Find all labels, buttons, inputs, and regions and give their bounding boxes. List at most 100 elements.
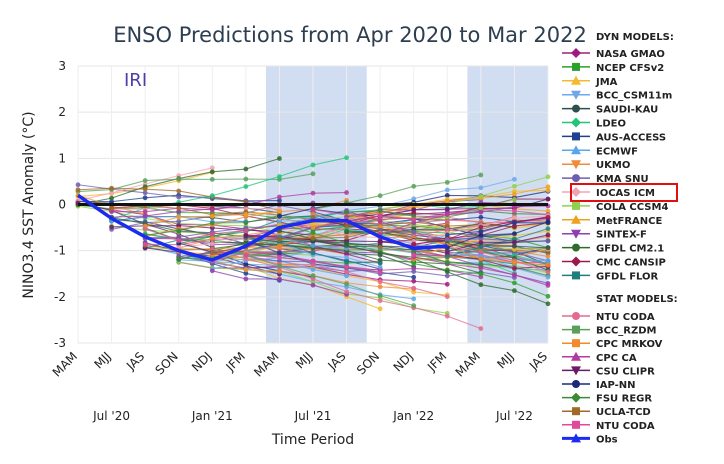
forecast-point [243, 228, 249, 233]
forecast-line [379, 205, 549, 235]
legend-marker [572, 339, 580, 348]
season-tick-label: JFM [424, 349, 449, 374]
legend-marker [571, 433, 581, 443]
legend-item-label: CMC CANSIP [596, 258, 666, 269]
forecast-point [209, 176, 215, 182]
forecast-point [444, 212, 450, 218]
forecast-point [512, 208, 517, 214]
month-tick-label: Jul '22 [495, 409, 533, 423]
forecast-point [310, 282, 316, 288]
forecast-point [478, 205, 484, 211]
forecast-point [277, 174, 282, 179]
forecast-point [512, 220, 517, 226]
forecast-point [142, 195, 148, 201]
forecast-line [380, 222, 549, 243]
legend-marker [572, 104, 580, 113]
forecast-point [478, 249, 484, 255]
forecast-point [176, 188, 182, 194]
forecast-point [109, 190, 114, 196]
season-tick-label: MAM [251, 349, 281, 379]
forecast-point [243, 166, 249, 172]
forecast-point [109, 224, 114, 230]
forecast-point [209, 246, 215, 252]
legend-marker [571, 187, 581, 197]
forecast-point [444, 313, 450, 319]
forecast-point [512, 239, 517, 245]
season-tick-label: MAM [50, 349, 80, 379]
forecast-point [243, 252, 249, 258]
legend-marker [572, 201, 580, 210]
legend-obs-label: Obs [596, 434, 618, 445]
forecast-point [478, 209, 484, 215]
forecast-point [512, 215, 517, 221]
forecast-point [277, 198, 282, 203]
legend-item-label: IOCAS ICM [596, 188, 655, 199]
legend-item-label: IAP-NN [596, 380, 636, 391]
forecast-point [478, 193, 484, 199]
forecast-point [444, 193, 450, 198]
forecast-point [545, 187, 551, 193]
legend-item-label: LDEO [596, 119, 626, 130]
forecast-point [444, 254, 450, 260]
month-tick-label: Jul '20 [92, 409, 130, 423]
forecast-line [111, 204, 280, 230]
forecast-point [377, 238, 383, 244]
season-tick-label: JAS [526, 349, 550, 373]
legend-marker [571, 214, 581, 224]
forecast-point [411, 252, 417, 258]
forecast-point [545, 262, 551, 268]
forecast-point [310, 190, 316, 196]
month-tick-label: Jan '22 [392, 409, 434, 423]
legend-stat-header: STAT MODELS: [596, 294, 678, 305]
forecast-point [411, 207, 417, 213]
legend-marker [571, 366, 581, 376]
forecast-point [545, 301, 551, 307]
forecast-point [344, 190, 349, 195]
forecast-point [176, 244, 182, 250]
forecast-point [411, 196, 417, 202]
forecast-point [142, 178, 148, 183]
forecast-point [344, 234, 349, 240]
forecast-point [478, 172, 484, 178]
forecast-point [478, 282, 484, 288]
forecast-point [545, 184, 551, 190]
forecast-point [512, 266, 517, 271]
y-tick-label: 3 [58, 59, 66, 73]
forecast-point [344, 281, 349, 287]
legend-item-label: MetFRANCE [596, 216, 662, 227]
season-tick-label: SON [354, 349, 382, 377]
legend: DYN MODELS: NASA GMAO NCEP CFSv2 JMA BCC_CSM… [562, 32, 678, 445]
legend-marker [572, 62, 580, 71]
forecast-point [411, 278, 417, 284]
legend-item-label: FSU REGR [596, 394, 652, 405]
forecast-point [377, 269, 383, 275]
forecast-point [545, 219, 551, 225]
forecast-point [478, 236, 484, 241]
forecast-point [411, 220, 417, 226]
forecast-point [243, 184, 249, 189]
forecast-point [411, 183, 417, 189]
forecast-point [478, 228, 484, 234]
forecast-point [243, 276, 249, 282]
season-tick-label: JAS [325, 349, 349, 373]
legend-item-label: NCEP CFSv2 [596, 63, 664, 74]
obs-line [77, 193, 448, 262]
legend-item-label: UKMO [596, 160, 630, 171]
forecast-point [277, 276, 282, 282]
iri-annotation: IRI [124, 70, 147, 91]
forecast-point [243, 267, 249, 273]
forecast-point [277, 156, 282, 161]
forecast-point [478, 271, 484, 277]
forecast-point [478, 214, 484, 220]
legend-item-label: NTU CODA [596, 421, 655, 432]
forecast-point [243, 233, 249, 239]
forecast-point [512, 272, 517, 278]
forecast-point [209, 268, 215, 274]
forecast-point [277, 243, 282, 249]
season-tick-label: NDJ [189, 349, 214, 374]
forecast-point [478, 244, 484, 250]
forecast-point [512, 176, 517, 182]
forecast-point [512, 231, 517, 237]
legend-marker [572, 312, 580, 320]
